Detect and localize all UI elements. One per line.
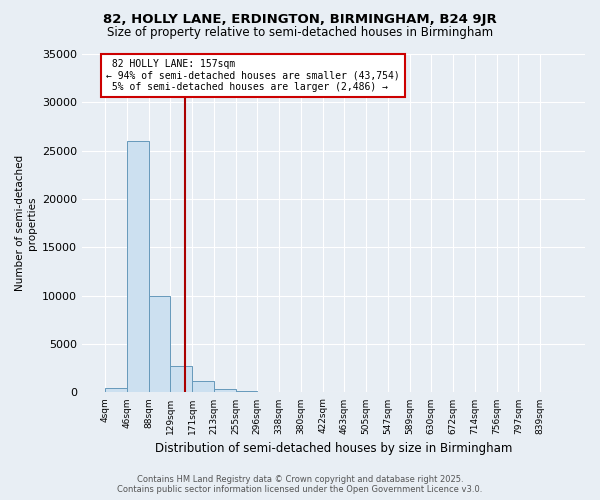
Bar	[127, 141, 149, 393]
Bar	[105, 388, 127, 392]
Bar	[236, 391, 257, 392]
Bar	[170, 366, 192, 392]
Text: 82, HOLLY LANE, ERDINGTON, BIRMINGHAM, B24 9JR: 82, HOLLY LANE, ERDINGTON, BIRMINGHAM, B…	[103, 12, 497, 26]
Bar	[149, 296, 170, 392]
Bar	[214, 388, 236, 392]
Bar	[192, 381, 214, 392]
Text: Contains HM Land Registry data © Crown copyright and database right 2025.
Contai: Contains HM Land Registry data © Crown c…	[118, 474, 482, 494]
Text: 82 HOLLY LANE: 157sqm 
← 94% of semi-detached houses are smaller (43,754)
 5% of: 82 HOLLY LANE: 157sqm ← 94% of semi-deta…	[106, 59, 400, 92]
X-axis label: Distribution of semi-detached houses by size in Birmingham: Distribution of semi-detached houses by …	[155, 442, 512, 455]
Text: Size of property relative to semi-detached houses in Birmingham: Size of property relative to semi-detach…	[107, 26, 493, 39]
Y-axis label: Number of semi-detached
properties: Number of semi-detached properties	[15, 155, 37, 292]
